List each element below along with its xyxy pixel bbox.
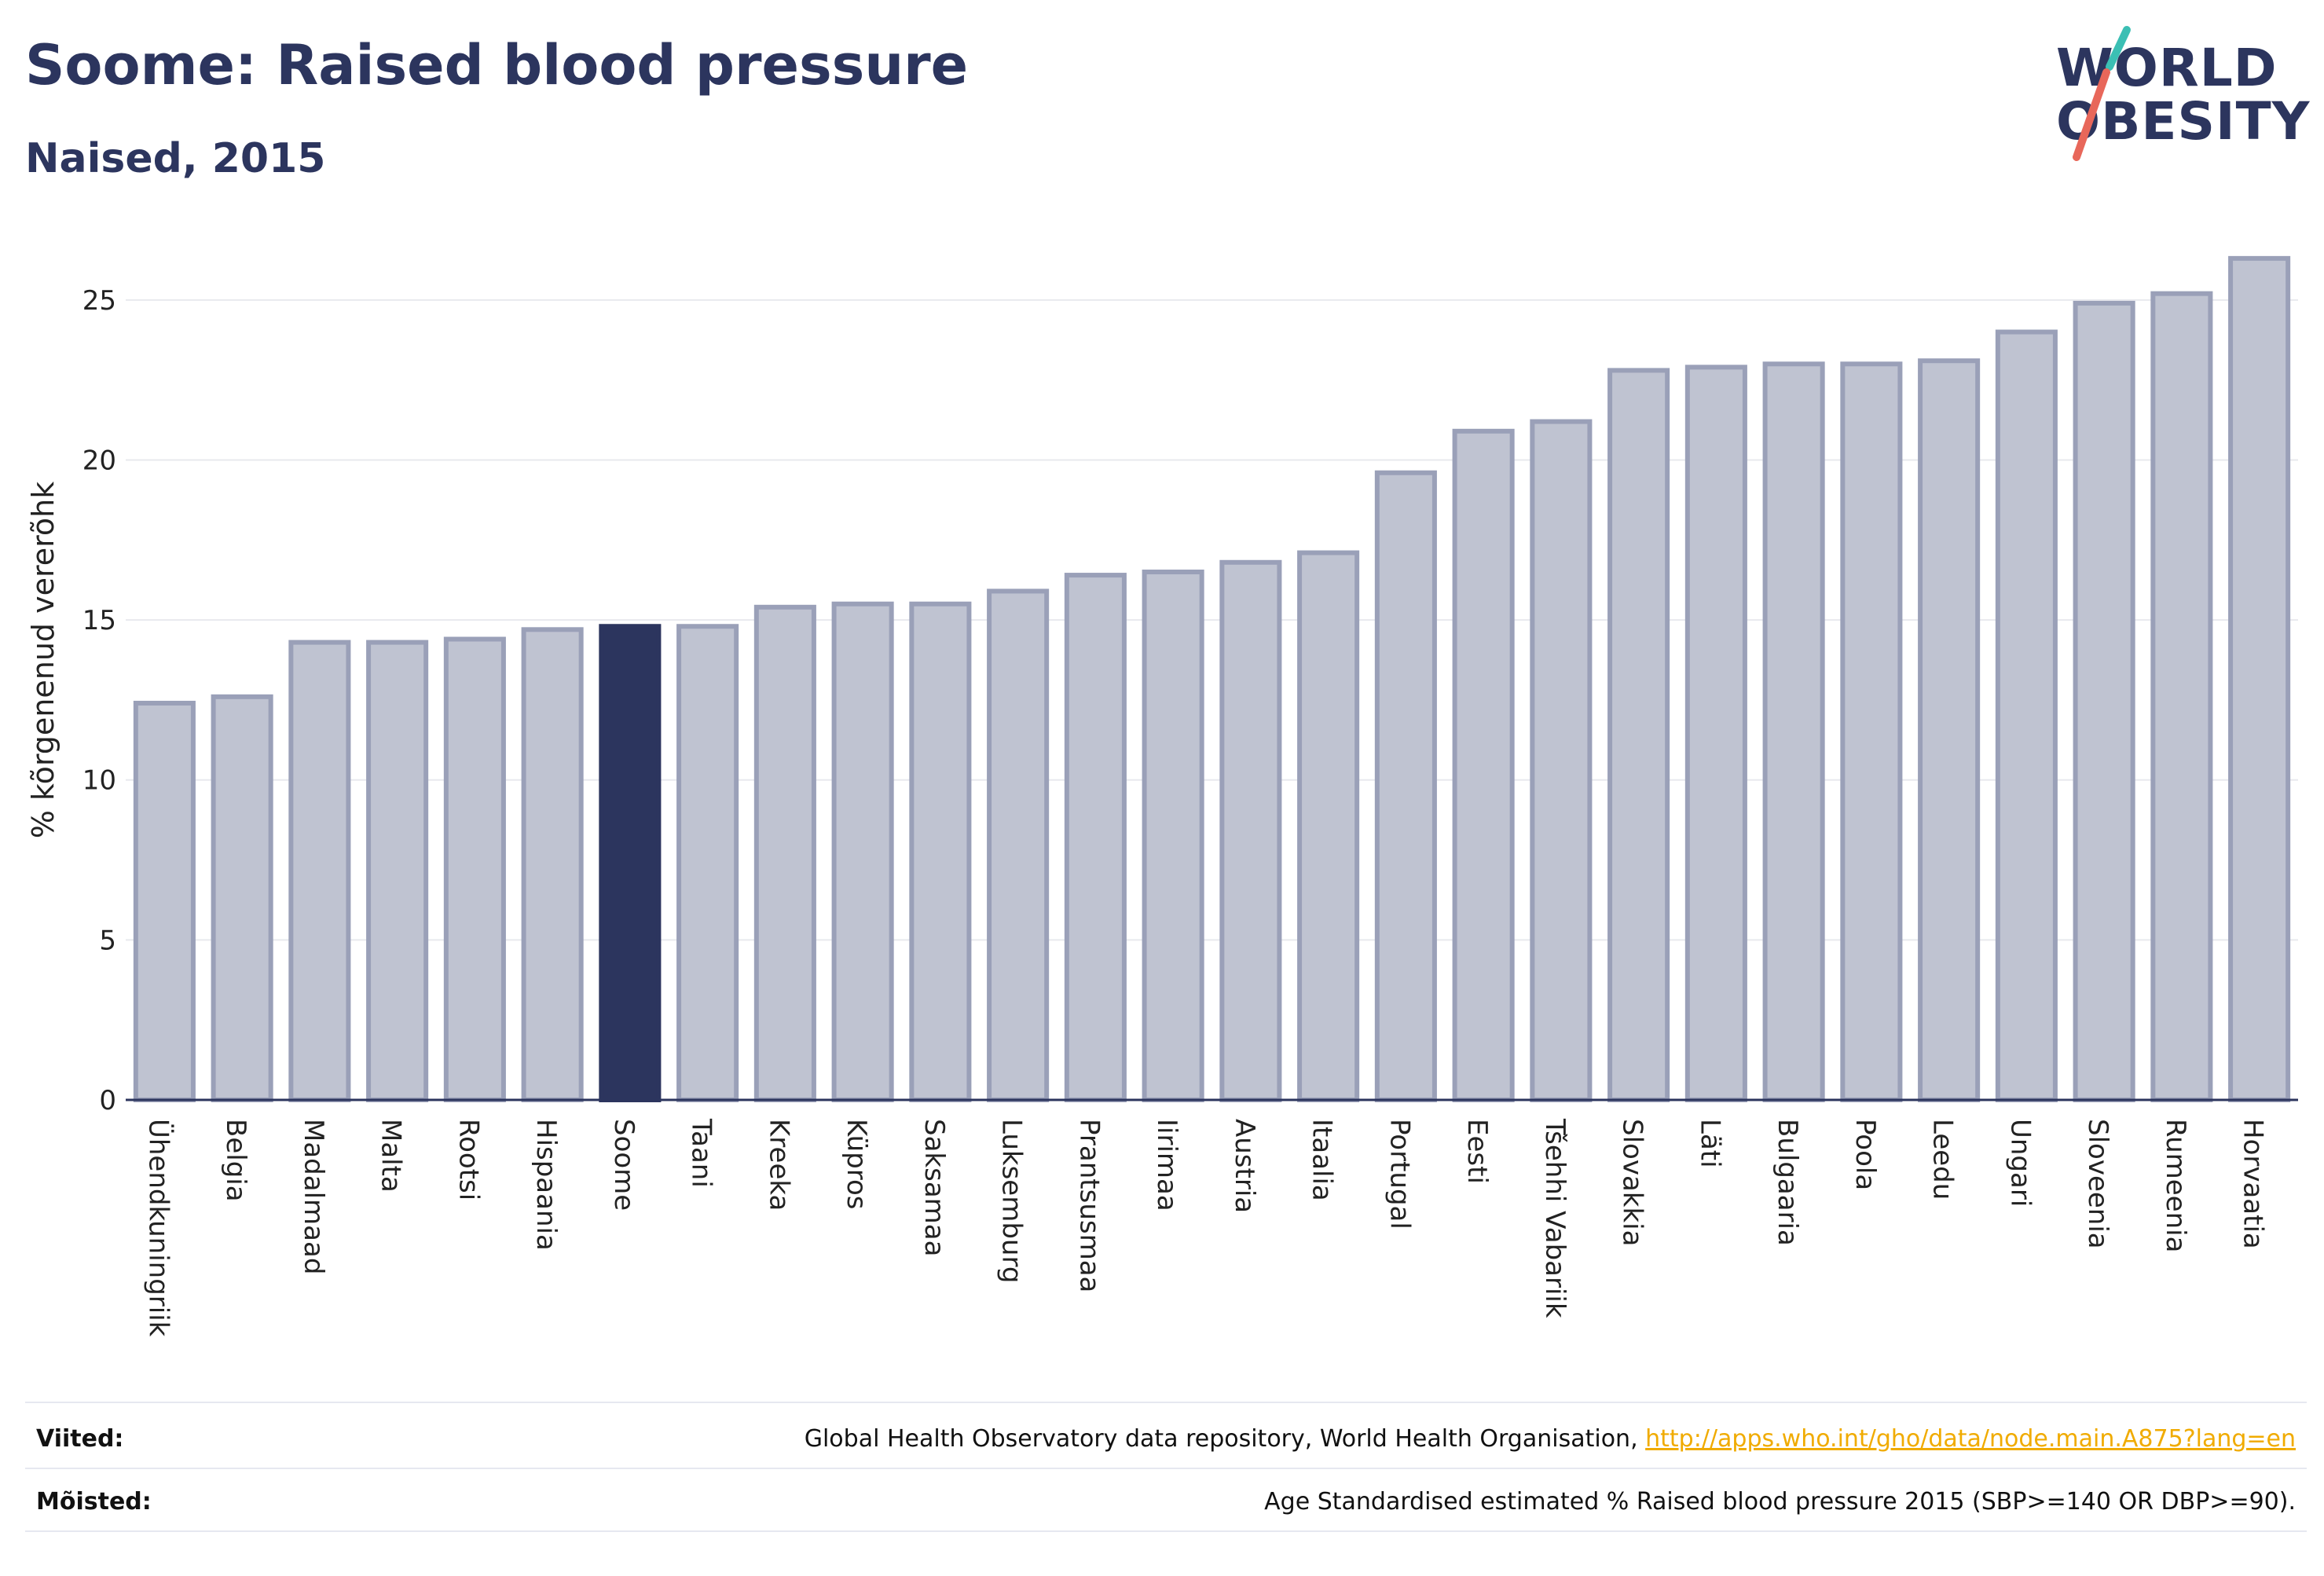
- x-category-label: Rootsi: [453, 1119, 484, 1200]
- bar: [2228, 255, 2291, 1103]
- footer-divider-top: [25, 1402, 2307, 1403]
- logo-text-line1: WORLD: [2056, 38, 2278, 98]
- x-category-label: Hispaania: [530, 1119, 562, 1251]
- bar: [1607, 368, 1670, 1103]
- bar: [1219, 559, 1282, 1102]
- x-category-label: Leedu: [1927, 1119, 1959, 1200]
- bar: [1142, 570, 1204, 1102]
- x-category-label: Horvaatia: [2238, 1119, 2269, 1249]
- bar: [521, 627, 584, 1102]
- bar: [831, 601, 894, 1102]
- bar: [987, 588, 1050, 1102]
- x-category-label: Saksamaa: [918, 1119, 950, 1256]
- chart-title: Soome: Raised blood pressure: [25, 33, 969, 97]
- x-category-label: Ühendkuningriik: [142, 1119, 174, 1337]
- x-category-label: Ungari: [2004, 1119, 2036, 1207]
- bar: [443, 636, 506, 1102]
- x-category-label: Poola: [1849, 1119, 1881, 1190]
- references-text: Global Health Observatory data repositor…: [804, 1425, 1646, 1453]
- x-category-label: Läti: [1694, 1119, 1725, 1168]
- bar: [211, 694, 273, 1102]
- x-category-label: Rumeenia: [2160, 1119, 2191, 1252]
- bar: [1530, 419, 1593, 1102]
- x-category-label: Iirimaa: [1151, 1119, 1182, 1211]
- x-category-label: Malta: [376, 1119, 407, 1193]
- bar: [366, 640, 429, 1102]
- x-category-label: Sloveenia: [2082, 1119, 2113, 1249]
- x-category-label: Austria: [1229, 1119, 1260, 1213]
- bar: [1995, 329, 2058, 1102]
- x-category-label: Kreeka: [763, 1119, 794, 1211]
- bar: [909, 601, 972, 1102]
- bar: [1762, 361, 1825, 1103]
- bar-highlighted: [599, 624, 662, 1102]
- references-label: Viited:: [36, 1425, 124, 1453]
- x-category-label: Belgia: [220, 1119, 251, 1202]
- bar: [1452, 428, 1515, 1102]
- y-tick-label: 25: [82, 285, 116, 317]
- bar: [1840, 361, 1903, 1103]
- definitions-label: Mõisted:: [36, 1488, 152, 1516]
- bar: [1297, 550, 1360, 1102]
- bar: [1918, 358, 1981, 1102]
- x-category-label: Taani: [686, 1118, 717, 1188]
- y-tick-label: 15: [82, 605, 116, 636]
- y-tick-label: 10: [82, 765, 116, 797]
- bar: [133, 700, 196, 1102]
- x-category-label: Küpros: [841, 1119, 872, 1209]
- y-tick-label: 0: [99, 1085, 116, 1116]
- x-category-label: Prantsusmaa: [1073, 1119, 1105, 1292]
- footer-definitions: Mõisted: Age Standardised estimated % Ra…: [25, 1471, 2307, 1534]
- x-category-label: Itaalia: [1307, 1119, 1338, 1201]
- world-obesity-logo: WORLD OBESITY: [2039, 24, 2309, 165]
- bar: [676, 624, 739, 1102]
- x-category-label: Slovakkia: [1617, 1119, 1648, 1246]
- definitions-value: Age Standardised estimated % Raised bloo…: [1264, 1488, 2296, 1516]
- bar: [1374, 470, 1437, 1102]
- bar: [2073, 300, 2135, 1102]
- references-value: Global Health Observatory data repositor…: [805, 1425, 2296, 1453]
- x-category-label: Tšehhi Vabariik: [1539, 1118, 1571, 1318]
- bar: [288, 640, 351, 1102]
- bar: [753, 604, 816, 1102]
- x-category-label: Bulgaaria: [1772, 1119, 1803, 1246]
- bar: [2150, 291, 2213, 1102]
- footer-divider-bottom: [25, 1530, 2307, 1532]
- x-axis-labels: Ühendkuningriik Belgia Madalmaad Malta Roots…: [142, 1118, 2268, 1337]
- bar-chart: 0 5 10 15 20 25 Ühendkuningriik Belgia Madalmaa…: [26, 255, 2298, 1337]
- chart-subtitle: Naised, 2015: [25, 135, 326, 182]
- x-category-label: Madalmaad: [298, 1119, 329, 1274]
- y-tick-label: 5: [99, 925, 116, 956]
- y-axis-ticks: 0 5 10 15 20 25: [82, 285, 116, 1116]
- bar: [1684, 365, 1747, 1102]
- bars: [133, 255, 2291, 1103]
- footer-divider-mid: [25, 1468, 2307, 1469]
- x-category-label: Portugal: [1384, 1119, 1415, 1230]
- y-tick-label: 20: [82, 445, 116, 476]
- bar: [1064, 573, 1127, 1102]
- x-category-label: Luksemburg: [996, 1119, 1028, 1283]
- references-link[interactable]: http://apps.who.int/gho/data/node.main.A…: [1645, 1425, 2296, 1453]
- x-category-label: Eesti: [1461, 1119, 1493, 1184]
- logo-slash-icon: [2073, 26, 2131, 161]
- y-axis-label: % kõrgenenud vererõhk: [26, 482, 60, 839]
- footer-references: Viited: Global Health Observatory data r…: [25, 1408, 2307, 1471]
- x-category-label: Soome: [608, 1119, 640, 1211]
